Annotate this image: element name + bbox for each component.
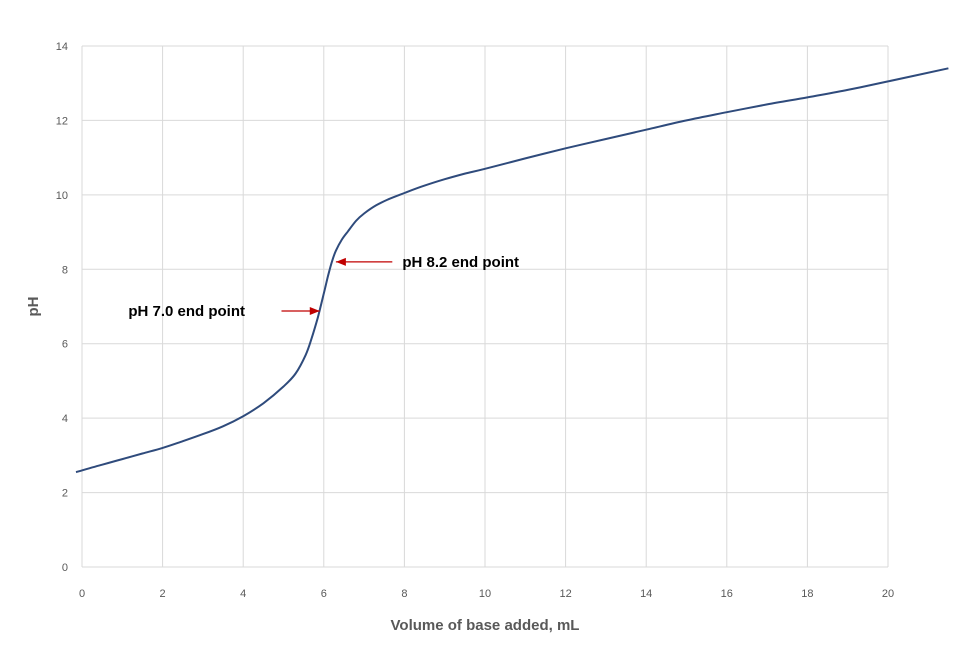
- y-tick-label: 4: [62, 413, 68, 425]
- x-axis-title: Volume of base added, mL: [391, 617, 580, 634]
- annotation-label: pH 8.2 end point: [402, 254, 519, 271]
- y-axis-title: pH: [25, 297, 42, 317]
- y-tick-label: 6: [62, 339, 68, 351]
- x-tick-label: 8: [401, 588, 407, 600]
- y-tick-label: 8: [62, 264, 68, 276]
- y-tick-label: 2: [62, 488, 68, 500]
- x-tick-label: 0: [79, 588, 85, 600]
- annotations: pH 7.0 end point pH 8.2 end point: [128, 254, 519, 320]
- annotation-label: pH 7.0 end point: [128, 303, 245, 320]
- x-tick-label: 14: [640, 588, 652, 600]
- x-tick-label: 10: [479, 588, 491, 600]
- y-tick-label: 0: [62, 562, 68, 574]
- grid: [81, 45, 889, 568]
- titration-curve: [75, 67, 949, 474]
- y-tick-label: 12: [56, 115, 68, 127]
- y-tick-label: 14: [56, 41, 68, 53]
- x-tick-label: 12: [559, 588, 571, 600]
- annotation-arrow-head: [309, 306, 320, 315]
- y-axis-ticks: 0 2 4 6 8 10 12 14: [56, 41, 68, 574]
- annotation-arrow-head: [335, 257, 346, 266]
- x-tick-label: 2: [160, 588, 166, 600]
- x-tick-label: 20: [882, 588, 894, 600]
- x-tick-label: 6: [321, 588, 327, 600]
- x-axis-ticks: 0 2 4 6 8 10 12 14 16 18 20: [79, 588, 894, 600]
- x-tick-label: 18: [801, 588, 813, 600]
- x-tick-label: 16: [721, 588, 733, 600]
- x-tick-label: 4: [240, 588, 246, 600]
- y-tick-label: 10: [56, 190, 68, 202]
